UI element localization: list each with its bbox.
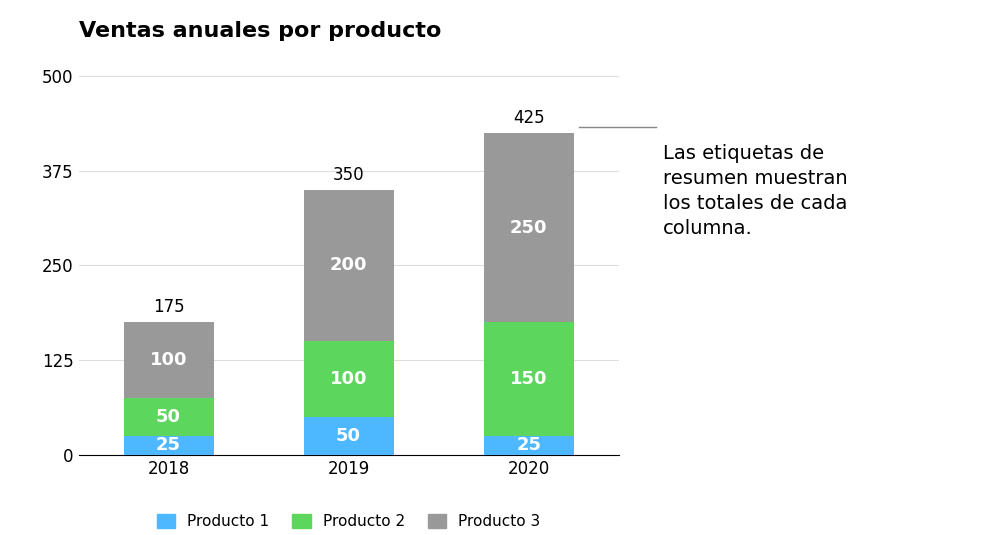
Text: 175: 175 [153, 298, 185, 316]
Text: Las etiquetas de
resumen muestran
los totales de cada
columna.: Las etiquetas de resumen muestran los to… [663, 144, 847, 239]
Text: 25: 25 [517, 436, 541, 454]
Bar [483, 322, 573, 436]
Bar [124, 398, 213, 436]
Bar [483, 436, 573, 455]
Text: 425: 425 [513, 109, 544, 127]
Text: 25: 25 [156, 436, 181, 454]
Legend: Producto 1, Producto 2, Producto 3: Producto 1, Producto 2, Producto 3 [150, 508, 547, 535]
Text: Ventas anuales por producto: Ventas anuales por producto [79, 21, 441, 41]
Bar [124, 322, 213, 398]
Text: 200: 200 [330, 256, 367, 274]
Bar [303, 190, 394, 341]
Text: 150: 150 [510, 370, 547, 388]
Text: 250: 250 [510, 219, 547, 236]
Text: 50: 50 [336, 427, 361, 445]
Text: 100: 100 [330, 370, 367, 388]
Text: 100: 100 [150, 351, 188, 369]
Text: 350: 350 [333, 166, 364, 184]
Text: 50: 50 [156, 408, 181, 426]
Bar [124, 436, 213, 455]
Bar [303, 341, 394, 417]
Bar [303, 417, 394, 455]
Bar [483, 133, 573, 322]
